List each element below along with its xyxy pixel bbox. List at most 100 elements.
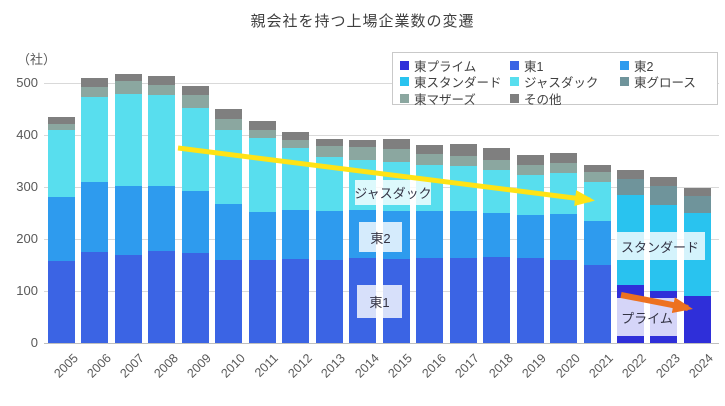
- legend-swatch-東スタンダード: [400, 77, 409, 87]
- annotation-label-東2: 東2: [359, 222, 402, 252]
- bar-segment-東2-2007: [114, 186, 142, 255]
- legend-label-その他: その他: [524, 92, 562, 107]
- bar-segment-ジャスダック-2019: [516, 174, 544, 215]
- bar-segment-ジャスダック-2008: [148, 94, 176, 186]
- legend-label-東2: 東2: [634, 59, 654, 74]
- legend-swatch-東グロース: [620, 77, 629, 87]
- legend-swatch-ジャスダック: [510, 77, 519, 87]
- bar-segment-東マザーズ-2006: [81, 86, 109, 98]
- bar-segment-東マザーズ-2013: [315, 146, 343, 157]
- bar-2012: [282, 132, 310, 343]
- bar-segment-東1-2005: [48, 260, 75, 343]
- bar-segment-その他-2010: [215, 109, 243, 120]
- bar-segment-東1-2011: [248, 259, 276, 343]
- y-tick-label-500: 500: [16, 75, 38, 90]
- bar-2007: [114, 73, 142, 343]
- bar-segment-その他-2007: [114, 73, 142, 82]
- bar-segment-東2-2011: [248, 211, 276, 260]
- annotation-label-スタンダード: スタンダード: [615, 232, 705, 260]
- bar-segment-東マザーズ-2018: [483, 159, 511, 170]
- bar-segment-ジャスダック-2018: [483, 169, 511, 213]
- bar-segment-東2-2013: [315, 211, 343, 260]
- bar-segment-その他-2014: [349, 139, 377, 148]
- bar-segment-東プライム-2024: [683, 296, 711, 343]
- y-tick-label-400: 400: [16, 127, 38, 142]
- bar-segment-東マザーズ-2017: [449, 156, 477, 167]
- annotation-label-ジャスダック: ジャスダック: [354, 180, 432, 205]
- bar-segment-東マザーズ-2015: [382, 148, 410, 162]
- legend-label-東1: 東1: [524, 59, 544, 74]
- bar-segment-その他-2020: [550, 153, 578, 164]
- bar-segment-ジャスダック-2009: [181, 107, 209, 192]
- legend: 東プライム 東1 東2 東スタンダード ジャスダック 東グロース 東マザーズ その他: [392, 52, 720, 107]
- bar-2021: [583, 164, 611, 343]
- bar-segment-ジャスダック-2010: [215, 129, 243, 205]
- bar-segment-ジャスダック-2013: [315, 156, 343, 212]
- bar-segment-その他-2013: [315, 138, 343, 147]
- bar-segment-ジャスダック-2006: [81, 97, 109, 182]
- legend-item-その他: その他: [510, 90, 620, 107]
- bar-segment-東1-2013: [315, 259, 343, 343]
- bar-segment-ジャスダック-2012: [282, 148, 310, 211]
- bar-segment-東2-2012: [282, 210, 310, 260]
- bar-segment-東2-2008: [148, 185, 176, 251]
- bar-segment-その他-2009: [181, 85, 209, 95]
- bar-segment-東マザーズ-2011: [248, 129, 276, 139]
- bar-2009: [181, 85, 209, 343]
- bar-segment-その他-2024: [683, 188, 711, 197]
- bar-2005: [48, 116, 75, 343]
- bar-segment-東1-2012: [282, 259, 310, 343]
- bar-2013: [315, 138, 343, 343]
- bar-segment-その他-2012: [282, 132, 310, 141]
- legend-item-東マザーズ: 東マザーズ: [400, 90, 510, 107]
- bar-segment-東1-2016: [416, 258, 444, 343]
- bar-segment-その他-2019: [516, 154, 544, 165]
- bar-segment-東1-2019: [516, 258, 544, 343]
- bar-segment-東マザーズ-2007: [114, 81, 142, 95]
- legend-item-ジャスダック: ジャスダック: [510, 74, 620, 90]
- legend-label-東マザーズ: 東マザーズ: [414, 92, 476, 107]
- y-tick-label-100: 100: [16, 283, 38, 298]
- bar-segment-東2-2010: [215, 204, 243, 260]
- bar-segment-東マザーズ-2009: [181, 94, 209, 108]
- bar-segment-東2-2006: [81, 181, 109, 252]
- gridline-500: [44, 83, 719, 84]
- bar-segment-その他-2008: [148, 76, 176, 85]
- bar-segment-その他-2018: [483, 148, 511, 160]
- annotation-label-プライム: プライム: [617, 298, 677, 336]
- bar-segment-東2-2017: [449, 211, 477, 259]
- bar-segment-ジャスダック-2011: [248, 138, 276, 212]
- legend-item-東スタンダード: 東スタンダード: [400, 74, 510, 91]
- legend-label-東スタンダード: 東スタンダード: [414, 76, 502, 91]
- legend-item-東2: 東2: [620, 57, 720, 74]
- bar-segment-東マザーズ-2014: [349, 147, 377, 161]
- bar-segment-その他-2006: [81, 77, 109, 87]
- bar-segment-東1-2008: [148, 250, 176, 343]
- legend-item-東プライム: 東プライム: [400, 57, 510, 74]
- bar-segment-東2-2021: [583, 220, 611, 265]
- bar-segment-東2-2009: [181, 191, 209, 253]
- bar-segment-東マザーズ-2020: [550, 163, 578, 173]
- chart-title: 親会社を持つ上場企業数の変遷: [250, 13, 475, 30]
- annotation-label-東1: 東1: [357, 285, 402, 318]
- bar-segment-その他-2022: [616, 169, 644, 180]
- bar-2006: [81, 77, 109, 343]
- bar-segment-東1-2009: [181, 252, 209, 343]
- bar-2018: [483, 148, 511, 343]
- bar-segment-その他-2017: [449, 143, 477, 157]
- legend-swatch-東マザーズ: [400, 93, 409, 103]
- gridline-400: [44, 135, 719, 136]
- bar-segment-ジャスダック-2005: [48, 129, 75, 197]
- bar-segment-東マザーズ-2016: [416, 154, 444, 165]
- bar-segment-その他-2015: [382, 139, 410, 149]
- bar-segment-東マザーズ-2012: [282, 140, 310, 148]
- bar-segment-その他-2021: [583, 164, 611, 173]
- y-tick-label-200: 200: [16, 231, 38, 246]
- legend-label-東プライム: 東プライム: [414, 59, 477, 74]
- bar-segment-東グロース-2024: [683, 196, 711, 213]
- legend-swatch-東プライム: [400, 60, 409, 70]
- bar-segment-東1-2020: [550, 259, 578, 343]
- bar-2016: [416, 144, 444, 343]
- bar-2011: [248, 121, 276, 343]
